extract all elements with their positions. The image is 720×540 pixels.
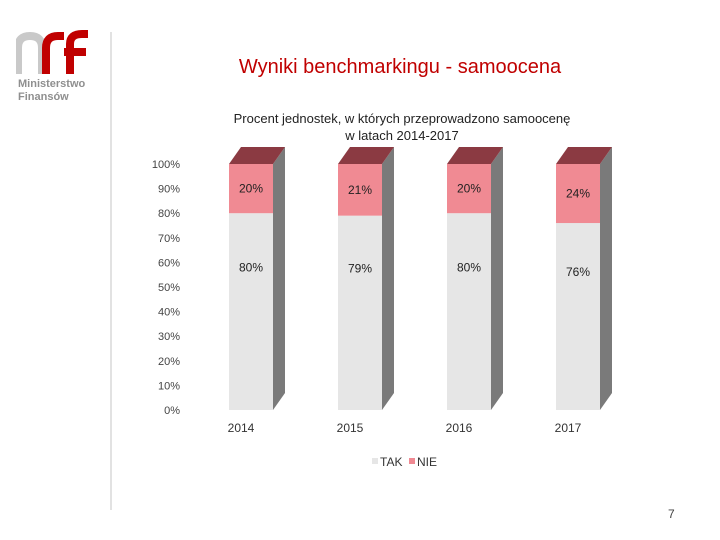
x-tick-label-2016: 2016 [446,421,473,435]
x-tick-label-2015: 2015 [337,421,364,435]
vertical-divider [110,32,112,510]
data-label-tak-2016: 80% [457,260,481,274]
logo-line-1: Ministerstwo [18,78,86,90]
y-tick-label: 30% [158,331,180,343]
data-label-nie-2015: 21% [348,183,372,197]
bar-top-2017 [556,147,612,164]
y-tick-label: 10% [158,380,180,392]
y-tick-label: 60% [158,257,180,269]
bar-top-2014 [229,147,285,164]
y-tick-label: 20% [158,356,180,368]
logo-line-2: Finansów [18,91,69,103]
legend-swatch-tak [372,458,378,464]
bar-nie-2014 [229,164,273,214]
y-tick-label: 100% [152,159,180,171]
ministry-logo-icon [16,30,88,74]
y-tick-label: 0% [164,405,180,417]
ministry-logo-text: Ministerstwo Finansów [18,78,85,104]
bar-side-2016 [491,147,503,410]
legend-label-tak: TAK [380,455,402,469]
bar-tak-2014 [229,213,273,410]
legend-swatch-nie [409,458,415,464]
y-tick-label: 80% [158,208,180,220]
legend-label-nie: NIE [417,455,437,469]
bar-top-2016 [447,147,503,164]
page-number: 7 [668,507,675,521]
bar-side-2017 [600,147,612,410]
data-label-tak-2017: 76% [566,265,590,279]
data-label-nie-2017: 24% [566,187,590,201]
bar-nie-2016 [447,164,491,214]
x-tick-label-2014: 2014 [228,421,255,435]
data-label-tak-2015: 79% [348,262,372,276]
y-tick-label: 70% [158,233,180,245]
slide-title: Wyniki benchmarkingu - samoocena [238,56,562,78]
x-tick-label-2017: 2017 [555,421,582,435]
bar-tak-2017 [556,223,600,410]
data-label-tak-2014: 80% [239,260,263,274]
bar-tak-2015 [338,215,382,410]
bar-nie-2017 [556,164,600,224]
bar-nie-2015 [338,164,382,216]
y-tick-label: 40% [158,307,180,319]
bar-side-2014 [273,147,285,410]
y-tick-label: 50% [158,282,180,294]
bar-tak-2016 [447,213,491,410]
data-label-nie-2014: 20% [239,182,263,196]
data-label-nie-2016: 20% [457,182,481,196]
y-tick-label: 90% [158,184,180,196]
bar-top-2015 [338,147,394,164]
chart-title-line-2: w latach 2014-2017 [344,128,458,143]
bar-side-2015 [382,147,394,410]
chart-title-line-1: Procent jednostek, w których przeprowadz… [234,111,571,126]
